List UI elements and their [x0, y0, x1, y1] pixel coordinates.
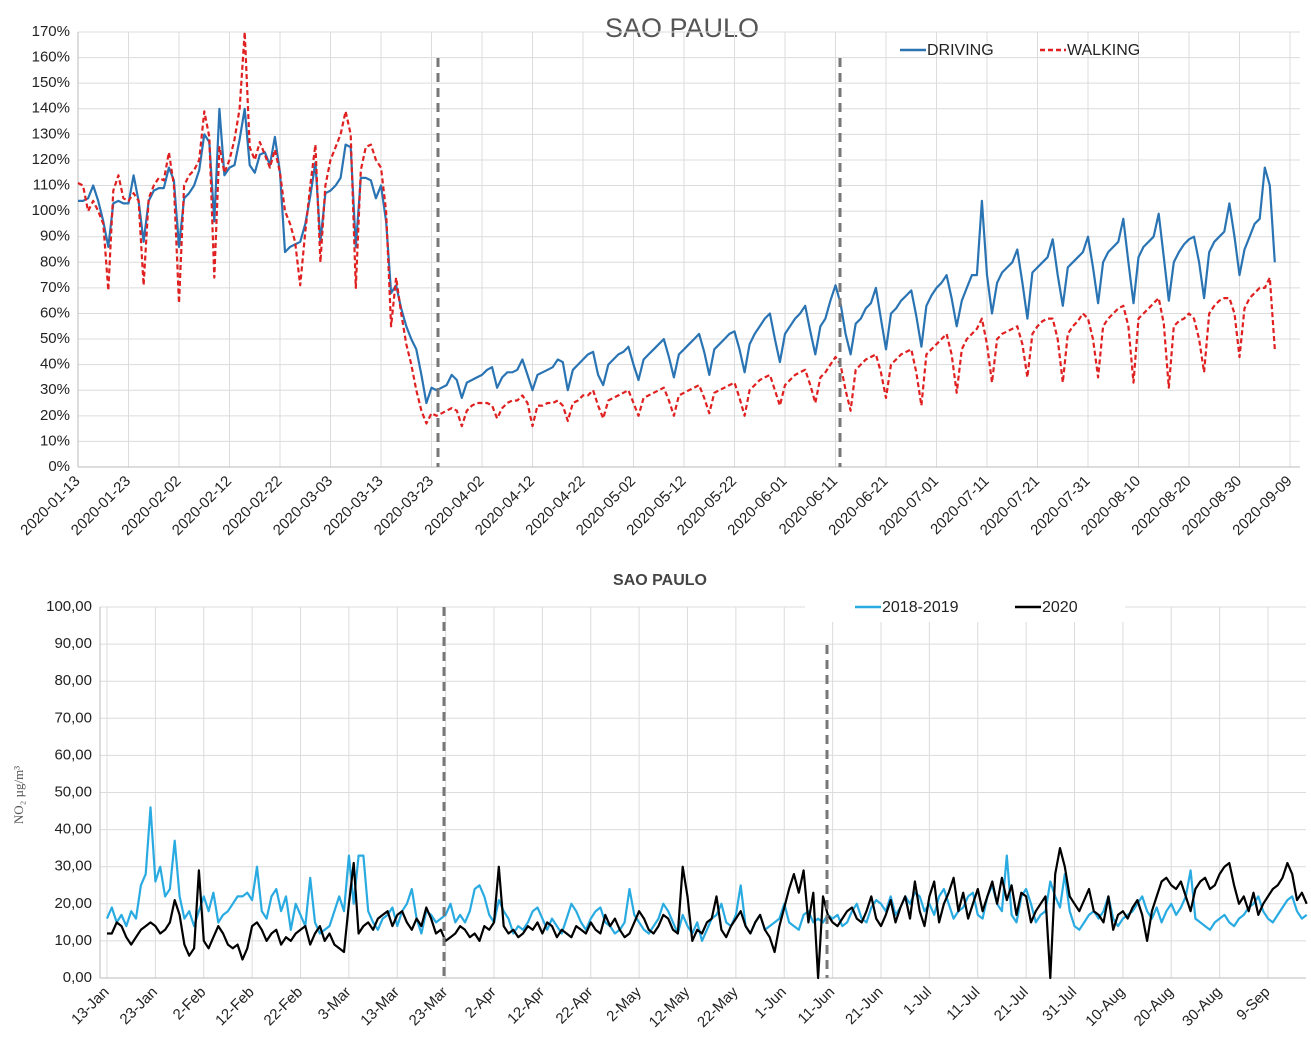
y-axis-label: NO₂ µg/m³ [11, 766, 26, 824]
y-tick-label: 130% [32, 125, 70, 142]
y-tick-label: 70,00 [54, 709, 92, 726]
x-tick-label: 2-May [603, 983, 645, 1025]
x-tick-label: 22-May [694, 983, 742, 1031]
x-tick-label: 13-Jan [68, 984, 112, 1028]
y-tick-label: 170% [32, 23, 70, 40]
x-tick-label: 31-Jul [1039, 984, 1080, 1025]
y-tick-label: 150% [32, 74, 70, 91]
y-tick-label: 90% [40, 228, 70, 245]
legend-label: DRIVING [927, 42, 994, 59]
y-tick-label: 30,00 [54, 858, 92, 875]
x-tick-label: 1-Jun [751, 984, 790, 1023]
y-tick-label: 80,00 [54, 672, 92, 689]
y-tick-label: 30% [40, 381, 70, 398]
y-tick-label: 60% [40, 304, 70, 321]
x-tick-label: 23-Mar [406, 984, 452, 1030]
x-tick-label: 11-Jul [943, 984, 983, 1024]
x-tick-label: 21-Jun [842, 984, 886, 1028]
y-tick-label: 40,00 [54, 821, 92, 838]
y-tick-label: 80% [40, 253, 70, 270]
y-tick-label: 160% [32, 49, 70, 66]
x-tick-label: 21-Jul [991, 984, 1032, 1025]
legend-label: 2020 [1042, 599, 1078, 616]
y-tick-label: 140% [32, 100, 70, 117]
legend-label: 2018-2019 [882, 599, 959, 616]
x-tick-label: 30-Aug [1179, 984, 1225, 1030]
chart-title: SAO PAULO [605, 13, 759, 43]
y-tick-label: 0,00 [63, 969, 92, 986]
y-tick-label: 110% [33, 176, 70, 193]
y-tick-label: 100% [32, 202, 70, 219]
y-tick-label: 10% [40, 432, 70, 449]
series-line [105, 806, 1308, 942]
x-tick-label: 13-Mar [357, 984, 403, 1030]
x-tick-label: 23-Jan [117, 984, 161, 1028]
legend-label: WALKING [1067, 42, 1140, 59]
x-tick-label: 3-Mar [315, 984, 355, 1024]
x-tick-label: 22-Apr [553, 984, 597, 1028]
x-tick-label: 12-Feb [212, 984, 258, 1030]
y-tick-label: 50,00 [54, 783, 92, 800]
x-tick-label: 1-Jul [900, 984, 935, 1019]
x-tick-label: 11-Jun [795, 984, 839, 1028]
y-tick-label: 40% [40, 356, 70, 373]
y-tick-label: 20,00 [54, 895, 92, 912]
x-tick-label: 2-Feb [170, 984, 210, 1024]
y-tick-label: 50% [40, 330, 70, 347]
x-tick-label: 2-Apr [462, 984, 500, 1022]
x-tick-label: 20-Aug [1131, 984, 1177, 1030]
x-tick-label: 12-May [646, 983, 694, 1031]
chart-title: SAO PAULO [613, 572, 707, 589]
y-tick-label: 120% [32, 151, 70, 168]
plots: 0% 10% 20% 30% 40% 50% 60% 70% 80% 90% 100% 110% 120… [17, 23, 1308, 1031]
x-tick-label: 22-Feb [261, 984, 307, 1030]
x-tick-label: 9-Sep [1233, 984, 1273, 1024]
y-tick-label: 60,00 [54, 746, 92, 763]
x-tick-label: 10-Aug [1082, 984, 1128, 1030]
series-line [78, 107, 1276, 405]
y-tick-label: 100,00 [46, 598, 92, 615]
y-tick-label: 90,00 [54, 635, 92, 652]
y-tick-label: 20% [40, 407, 70, 424]
x-tick-label: 12-Apr [504, 984, 548, 1028]
y-tick-label: 70% [40, 279, 70, 296]
y-tick-label: 10,00 [54, 932, 92, 949]
y-tick-label: 0% [48, 458, 70, 475]
series-line [107, 847, 1308, 980]
series-line [77, 30, 1276, 428]
